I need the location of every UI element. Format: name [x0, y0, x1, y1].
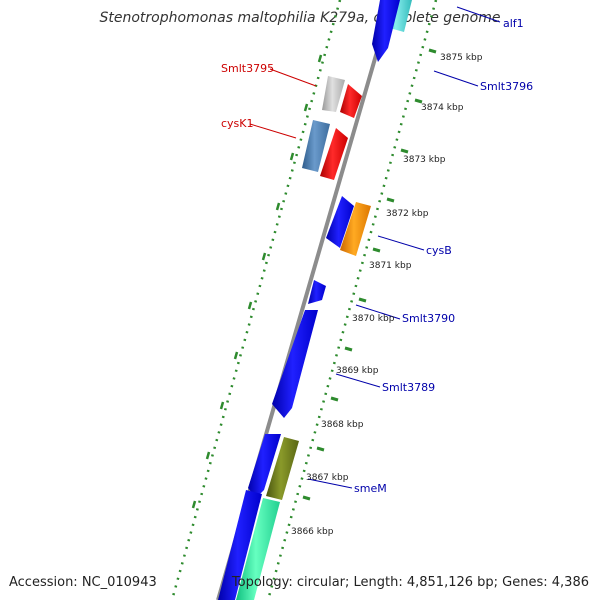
gene-label-smlt3796[interactable]: Smlt3796: [480, 80, 533, 93]
gene-cysb-orange[interactable]: [340, 202, 371, 256]
connector-cysk1: [249, 123, 297, 139]
gene-label-alf1[interactable]: alf1: [503, 17, 524, 30]
tick-label: 3869 kbp: [336, 366, 379, 376]
gene-aqua-lower[interactable]: [236, 498, 280, 600]
tick-label: 3868 kbp: [321, 420, 364, 430]
gene-blue-lower[interactable]: [248, 434, 281, 498]
tick-label: 3875 kbp: [440, 53, 483, 63]
gene-smlt3795-red[interactable]: [340, 84, 362, 118]
tick-label: 3872 kbp: [386, 209, 429, 219]
gene-smlt3795-gray[interactable]: [322, 76, 345, 112]
gene-smem-olive[interactable]: [266, 437, 299, 500]
gene-smlt3790-blue[interactable]: [272, 310, 318, 418]
gene-label-smlt3790[interactable]: Smlt3790: [402, 312, 455, 325]
gene-label-smem[interactable]: smeM: [354, 482, 387, 495]
accession-text: Accession: NC_010943: [9, 575, 157, 590]
gene-cysk1-red[interactable]: [320, 128, 348, 180]
tick-label: 3867 kbp: [306, 473, 349, 483]
connector-smlt3796: [433, 70, 479, 87]
tick-label: 3873 kbp: [403, 155, 446, 165]
gene-cysk1-steelblue[interactable]: [302, 120, 330, 172]
gene-label-cysb[interactable]: cysB: [426, 244, 452, 257]
gene-label-cysk1[interactable]: cysK1: [221, 117, 254, 130]
connector-smem: [307, 478, 353, 489]
tick-label: 3871 kbp: [369, 261, 412, 271]
tick-label: 3874 kbp: [421, 103, 464, 113]
connector-smlt3790: [355, 304, 401, 320]
connector-cysb: [377, 235, 425, 251]
connector-smlt3789: [335, 373, 381, 388]
gene-cysb-neighbor-blue[interactable]: [326, 196, 354, 248]
gene-label-smlt3795[interactable]: Smlt3795: [221, 62, 274, 75]
connector-smlt3795: [269, 68, 317, 87]
tick-label: 3866 kbp: [291, 527, 334, 537]
gene-small-blue[interactable]: [308, 280, 326, 304]
tick-label: 3870 kbp: [352, 314, 395, 324]
connector-alf1: [456, 6, 501, 23]
genome-summary: Topology: circular; Length: 4,851,126 bp…: [231, 575, 589, 590]
gene-label-smlt3789[interactable]: Smlt3789: [382, 381, 435, 394]
gene-blue-bottom[interactable]: [218, 490, 262, 600]
gene-blue-top-left[interactable]: [372, 0, 400, 62]
inner-ring-ticks: [191, 54, 323, 509]
outer-ring-ticks: [302, 48, 437, 501]
